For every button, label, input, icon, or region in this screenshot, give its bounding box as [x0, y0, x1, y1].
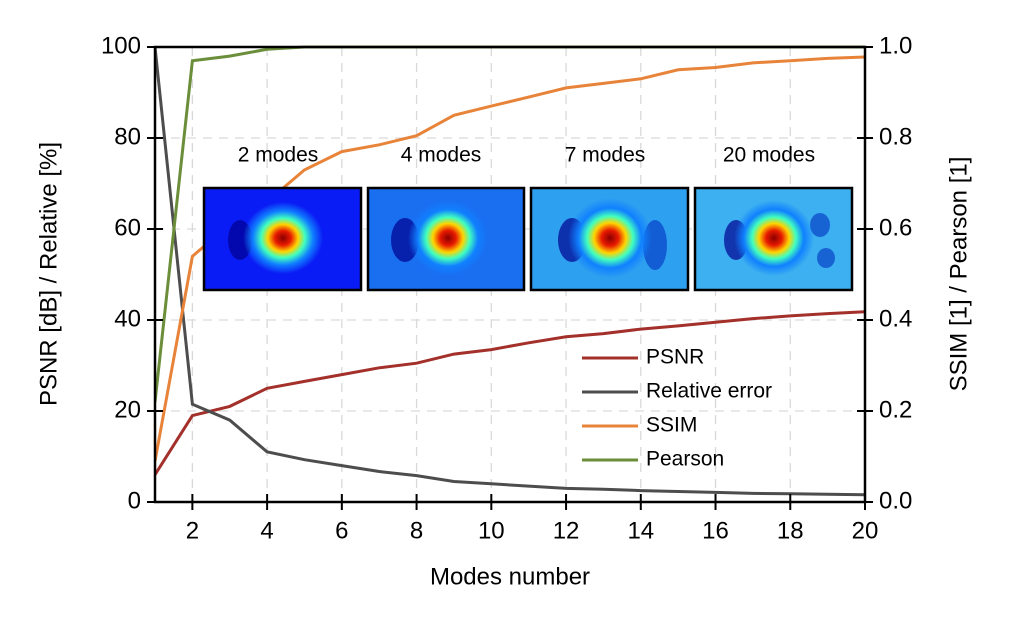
x-tick-label: 20	[852, 517, 879, 544]
inset-label: 20 modes	[723, 144, 815, 167]
x-tick-label: 8	[410, 517, 423, 544]
x-axis-label: Modes number	[430, 563, 590, 590]
inset	[366, 186, 526, 292]
y2-axis-label: SSIM [1] / Pearson [1]	[945, 157, 972, 392]
legend-label: SSIM	[646, 414, 697, 437]
y2-tick-label: 0.2	[879, 396, 912, 423]
y-tick-label: 0	[128, 487, 141, 514]
line	[155, 46, 865, 497]
inset-label: 7 modes	[565, 144, 646, 167]
x-tick-label: 4	[260, 517, 273, 544]
y-tick-label: 80	[114, 123, 141, 150]
x-tick-label: 6	[335, 517, 348, 544]
legend-label: PSNR	[646, 346, 704, 369]
y-axis-label: PSNR [dB] / Relative [%]	[35, 142, 62, 406]
y-tick-label: 40	[114, 305, 141, 332]
y-tick-label: 60	[114, 214, 141, 241]
inset	[202, 186, 363, 292]
x-tick-label: 18	[777, 517, 804, 544]
legend-label: Pearson	[646, 448, 724, 471]
y2-tick-label: 0.4	[879, 305, 912, 332]
inset	[693, 186, 854, 292]
x-tick-label: 16	[702, 517, 729, 544]
y2-tick-label: 1.0	[879, 32, 912, 59]
line	[155, 310, 865, 476]
y2-tick-label: 0.0	[879, 487, 912, 514]
inset-label: 4 modes	[401, 144, 482, 167]
y-tick-label: 100	[101, 32, 141, 59]
inset-label: 2 modes	[238, 144, 319, 167]
y2-tick-label: 0.6	[879, 214, 912, 241]
x-tick-label: 10	[478, 517, 505, 544]
plot-frame	[153, 45, 867, 504]
y-tick-label: 20	[114, 396, 141, 423]
x-tick-label: 2	[186, 517, 199, 544]
y2-tick-label: 0.8	[879, 123, 912, 150]
insets	[202, 186, 854, 292]
x-tick-label: 14	[627, 517, 654, 544]
x-tick-label: 12	[553, 517, 580, 544]
legend-label: Relative error	[646, 380, 772, 403]
inset	[529, 186, 690, 292]
